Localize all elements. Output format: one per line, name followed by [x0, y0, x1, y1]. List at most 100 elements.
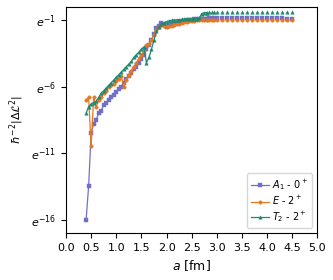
$T_2$ - $2^+$: [197, 17, 201, 20]
$T_2$ - $2^+$: [160, 22, 164, 26]
$A_1$ - $0^+$: [147, 44, 151, 47]
$A_1$ - $0^+$: [112, 93, 116, 96]
$T_2$ - $2^+$: [172, 18, 176, 22]
$A_1$ - $0^+$: [200, 17, 204, 21]
$T_2$ - $2^+$: [162, 21, 166, 25]
$T_2$ - $2^+$: [104, 86, 108, 90]
$T_2$ - $2^+$: [114, 76, 118, 79]
$T_2$ - $2^+$: [97, 96, 101, 99]
$A_1$ - $0^+$: [184, 18, 188, 22]
$T_2$ - $2^+$: [89, 102, 93, 106]
$T_2$ - $2^+$: [157, 25, 161, 29]
$T_2$ - $2^+$: [177, 18, 181, 21]
$A_1$ - $0^+$: [155, 27, 159, 30]
$A_1$ - $0^+$: [152, 32, 156, 35]
$A_1$ - $0^+$: [132, 68, 136, 71]
$T_2$ - $2^+$: [192, 17, 196, 20]
$T_2$ - $2^+$: [134, 53, 138, 57]
$E$ - $2^+$: [104, 89, 108, 92]
$E$ - $2^+$: [187, 20, 191, 23]
$T_2$ - $2^+$: [137, 50, 141, 54]
$E$ - $2^+$: [167, 25, 171, 28]
$A_1$ - $0^+$: [179, 20, 183, 23]
$T_2$ - $2^+$: [182, 17, 186, 21]
$A_1$ - $0^+$: [150, 38, 154, 42]
$A_1$ - $0^+$: [160, 21, 164, 25]
$T_2$ - $2^+$: [174, 18, 178, 22]
$A_1$ - $0^+$: [119, 85, 123, 88]
$E$ - $2^+$: [179, 21, 183, 25]
$E$ - $2^+$: [102, 92, 106, 95]
$T_2$ - $2^+$: [195, 17, 199, 20]
Legend: $A_1$ - $0^+$, $E$ - $2^+$, $T_2$ - $2^+$: $A_1$ - $0^+$, $E$ - $2^+$, $T_2$ - $2^+…: [247, 173, 312, 228]
$T_2$ - $2^+$: [119, 70, 123, 74]
$T_2$ - $2^+$: [202, 11, 206, 15]
$E$ - $2^+$: [150, 38, 154, 42]
$T_2$ - $2^+$: [122, 68, 126, 71]
$A_1$ - $0^+$: [202, 17, 206, 20]
$E$ - $2^+$: [122, 85, 126, 88]
$T_2$ - $2^+$: [129, 60, 133, 63]
$T_2$ - $2^+$: [184, 17, 188, 21]
$T_2$ - $2^+$: [127, 62, 131, 66]
$A_1$ - $0^+$: [174, 21, 178, 25]
$T_2$ - $2^+$: [84, 111, 88, 115]
$E$ - $2^+$: [145, 44, 149, 47]
$E$ - $2^+$: [107, 85, 111, 88]
$A_1$ - $0^+$: [205, 17, 209, 20]
$A_1$ - $0^+$: [99, 109, 103, 112]
$E$ - $2^+$: [147, 43, 151, 46]
$A_1$ - $0^+$: [137, 61, 141, 64]
$E$ - $2^+$: [200, 18, 204, 22]
$A_1$ - $0^+$: [92, 122, 96, 125]
$A_1$ - $0^+$: [122, 81, 126, 84]
$A_1$ - $0^+$: [117, 88, 121, 91]
$E$ - $2^+$: [157, 25, 161, 29]
Line: $A_1$ - $0^+$: $A_1$ - $0^+$: [84, 17, 208, 221]
$A_1$ - $0^+$: [165, 25, 168, 29]
$T_2$ - $2^+$: [200, 12, 204, 15]
$A_1$ - $0^+$: [145, 48, 149, 51]
$T_2$ - $2^+$: [189, 17, 193, 20]
$E$ - $2^+$: [87, 96, 91, 99]
$T_2$ - $2^+$: [205, 11, 209, 14]
$T_2$ - $2^+$: [109, 81, 113, 84]
$E$ - $2^+$: [99, 96, 103, 99]
$T_2$ - $2^+$: [87, 105, 91, 108]
$E$ - $2^+$: [94, 105, 98, 108]
$T_2$ - $2^+$: [99, 92, 103, 95]
$A_1$ - $0^+$: [142, 53, 146, 57]
Line: $T_2$ - $2^+$: $T_2$ - $2^+$: [84, 11, 208, 115]
$A_1$ - $0^+$: [169, 22, 173, 26]
$A_1$ - $0^+$: [197, 17, 201, 21]
$E$ - $2^+$: [155, 28, 159, 31]
Y-axis label: $\hbar^{-2}|\Delta\mathcal{L}^2|$: $\hbar^{-2}|\Delta\mathcal{L}^2|$: [7, 95, 26, 144]
$E$ - $2^+$: [197, 19, 201, 22]
$E$ - $2^+$: [162, 24, 166, 27]
$A_1$ - $0^+$: [195, 17, 199, 21]
$T_2$ - $2^+$: [155, 29, 159, 32]
$A_1$ - $0^+$: [89, 132, 93, 135]
$T_2$ - $2^+$: [145, 61, 149, 64]
$T_2$ - $2^+$: [165, 20, 168, 23]
$A_1$ - $0^+$: [94, 118, 98, 122]
$E$ - $2^+$: [124, 78, 128, 82]
$E$ - $2^+$: [174, 22, 178, 26]
$T_2$ - $2^+$: [147, 56, 151, 59]
$E$ - $2^+$: [184, 20, 188, 23]
$E$ - $2^+$: [195, 19, 199, 22]
$E$ - $2^+$: [114, 80, 118, 83]
$E$ - $2^+$: [97, 98, 101, 102]
$E$ - $2^+$: [160, 23, 164, 27]
$E$ - $2^+$: [169, 24, 173, 27]
$E$ - $2^+$: [132, 65, 136, 68]
$A_1$ - $0^+$: [192, 18, 196, 21]
$A_1$ - $0^+$: [134, 65, 138, 68]
$E$ - $2^+$: [165, 25, 168, 29]
$E$ - $2^+$: [84, 98, 88, 102]
$E$ - $2^+$: [92, 96, 96, 99]
$E$ - $2^+$: [182, 20, 186, 24]
$T_2$ - $2^+$: [187, 17, 191, 21]
$E$ - $2^+$: [127, 73, 131, 76]
$A_1$ - $0^+$: [140, 57, 144, 60]
